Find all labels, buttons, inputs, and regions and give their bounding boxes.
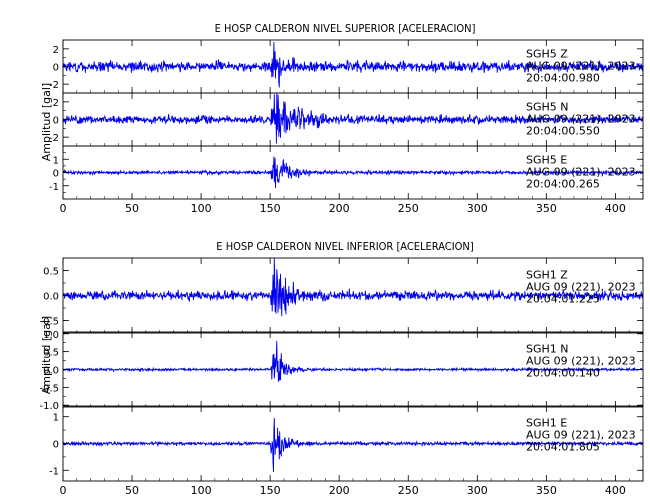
- y-tick-label: -0.5: [39, 383, 59, 394]
- y-tick-label: -2: [49, 133, 59, 144]
- y-tick-label: 0: [53, 440, 59, 451]
- x-tick-label: 200: [329, 202, 350, 215]
- date-label: AUG 09 (221), 2023: [526, 60, 636, 73]
- waveform-trace: [62, 156, 644, 189]
- channel-label: SGH5 E: [526, 154, 567, 167]
- y-axis-label-superior: Amplitud [gal]: [40, 83, 53, 161]
- channel-label: SGH5 Z: [526, 48, 568, 61]
- time-label: 20:04:00.265: [526, 178, 600, 191]
- x-tick-label: 0: [60, 202, 67, 215]
- y-tick-label: 0: [53, 63, 59, 74]
- y-tick-label: 2: [53, 45, 59, 56]
- x-tick-label: 400: [605, 484, 626, 497]
- x-tick-label: 300: [467, 202, 488, 215]
- x-tick-label: 350: [536, 484, 557, 497]
- waveform-trace: [62, 92, 644, 144]
- x-tick-label: 100: [191, 484, 212, 497]
- y-tick-label: 1: [53, 413, 59, 424]
- channel-label: SGH1 N: [526, 343, 569, 356]
- y-tick-label: 0: [53, 169, 59, 180]
- time-label: 20:04:00.140: [526, 367, 600, 380]
- chart-title-superior: E HOSP CALDERON NIVEL SUPERIOR [ACELERAC…: [215, 22, 476, 35]
- x-tick-label: 150: [260, 202, 281, 215]
- y-tick-label: -1: [49, 182, 59, 193]
- y-tick-label: -2: [49, 80, 59, 91]
- x-tick-label: 0: [60, 484, 67, 497]
- chart-inferior: E HOSP CALDERON NIVEL INFERIOR [ACELERAC…: [39, 240, 644, 497]
- y-tick-label: 0.5: [43, 348, 59, 359]
- date-label: AUG 09 (221), 2023: [526, 166, 636, 179]
- x-tick-label: 250: [398, 484, 419, 497]
- y-tick-label: -1.0: [39, 401, 59, 412]
- y-tick-label: -1: [49, 466, 59, 477]
- x-tick-label: 300: [467, 484, 488, 497]
- y-tick-label: 1.0: [43, 330, 59, 341]
- x-tick-label: 150: [260, 484, 281, 497]
- y-tick-label: 0: [53, 116, 59, 127]
- date-label: AUG 09 (221), 2023: [526, 355, 636, 368]
- x-tick-label: 250: [398, 202, 419, 215]
- chart-superior: E HOSP CALDERON NIVEL SUPERIOR [ACELERAC…: [40, 22, 644, 215]
- time-label: 20:04:00.550: [526, 125, 600, 138]
- waveform-trace: [62, 257, 644, 317]
- time-label: 20:04:01.805: [526, 441, 600, 454]
- x-tick-label: 100: [191, 202, 212, 215]
- x-axis-superior: 0 50 100 150 200 250 300 350 400: [60, 202, 626, 215]
- date-label: AUG 09 (221), 2023: [526, 281, 636, 294]
- x-tick-label: 50: [125, 484, 139, 497]
- x-tick-label: 400: [605, 202, 626, 215]
- y-tick-label: 1: [53, 155, 59, 166]
- x-tick-label: 50: [125, 202, 139, 215]
- channel-label: SGH1 Z: [526, 269, 568, 282]
- waveform-trace: [62, 340, 644, 383]
- time-label: 20:04:00.980: [526, 72, 600, 85]
- x-axis-inferior: 0 50 100 150 200 250 300 350 400: [60, 484, 626, 497]
- waveform-trace: [62, 417, 644, 473]
- x-tick-label: 200: [329, 484, 350, 497]
- y-tick-label: 0.0: [43, 292, 59, 303]
- time-label: 20:04:01.225: [526, 293, 600, 306]
- waveform-trace: [62, 41, 644, 88]
- y-tick-label: 0.5: [43, 267, 59, 278]
- date-label: AUG 09 (221), 2023: [526, 113, 636, 126]
- channel-label: SGH5 N: [526, 101, 569, 114]
- y-tick-label: 0.0: [43, 366, 59, 377]
- channel-label: SGH1 E: [526, 417, 567, 430]
- x-tick-label: 350: [536, 202, 557, 215]
- y-axis-label-inferior: Amplitud [gal]: [40, 316, 53, 394]
- chart-title-inferior: E HOSP CALDERON NIVEL INFERIOR [ACELERAC…: [216, 240, 474, 253]
- date-label: AUG 09 (221), 2023: [526, 429, 636, 442]
- y-tick-label: 2: [53, 98, 59, 109]
- y-tick-label: -0.5: [39, 317, 59, 328]
